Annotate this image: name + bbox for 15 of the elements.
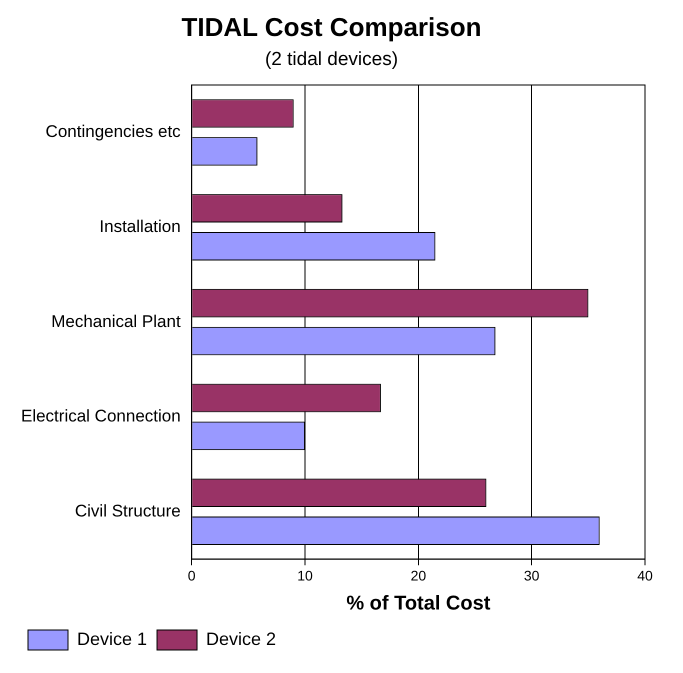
chart-subtitle: (2 tidal devices) <box>264 48 398 70</box>
x-tick-label: 40 <box>637 567 653 584</box>
y-tick-label: Contingencies etc <box>46 122 182 142</box>
x-axis-title: % of Total Cost <box>346 592 491 615</box>
y-tick-label: Mechanical Plant <box>51 312 181 331</box>
y-tick-label: Electrical Connection <box>20 406 181 426</box>
y-tick-label: Installation <box>99 216 181 236</box>
x-tick-label: 10 <box>297 567 314 584</box>
legend-label: Device 1 <box>77 628 148 649</box>
legend-label: Device 2 <box>206 628 276 649</box>
x-tick-label: 30 <box>524 567 540 584</box>
y-tick-label: Civil Structure <box>74 501 181 520</box>
chart-title: TIDAL Cost Comparison <box>182 12 482 42</box>
x-tick-label: 0 <box>188 567 196 584</box>
x-tick-label: 20 <box>410 567 426 584</box>
